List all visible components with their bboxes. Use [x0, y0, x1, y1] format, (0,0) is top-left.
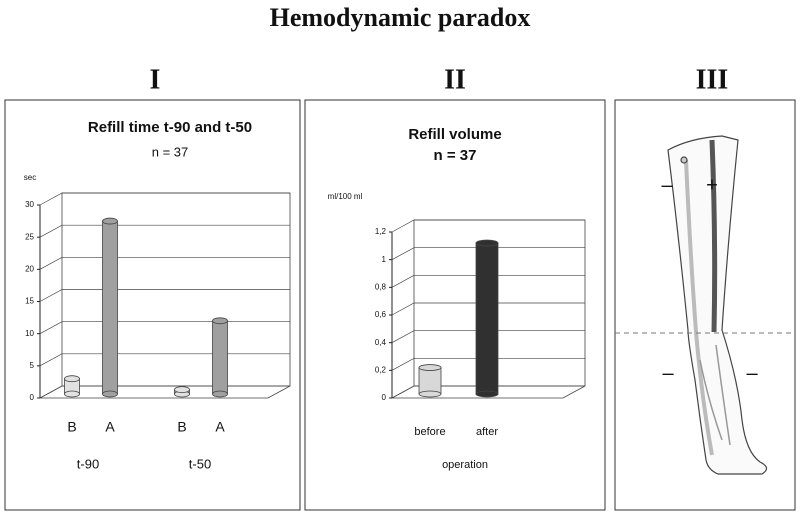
bar-bottom [64, 390, 80, 398]
x-tick-label: A [215, 419, 225, 435]
chart-title: Refill time t-90 and t-50 [88, 119, 252, 136]
bar [102, 220, 118, 395]
panel-label: III [696, 64, 729, 95]
y-tick-label: 5 [30, 361, 35, 370]
sign: + [706, 174, 718, 196]
grid-line [391, 274, 585, 288]
bar-bottom [102, 390, 118, 398]
grid-line [391, 302, 585, 316]
x-axis-label: operation [442, 459, 488, 471]
y-tick-label: 0,6 [375, 310, 387, 319]
bar-top [212, 317, 228, 325]
bar [212, 320, 228, 395]
group-label: t-50 [189, 456, 211, 471]
bar-top [475, 239, 499, 247]
x-tick-label: B [67, 419, 76, 435]
bar-top [64, 375, 80, 383]
y-axis-label: sec [24, 173, 36, 182]
y-tick-label: 0,4 [375, 338, 387, 347]
y-tick-label: 1 [382, 255, 387, 264]
y-tick-label: 0 [382, 393, 387, 402]
chart-title: Refill volume [408, 126, 501, 143]
panel-frame [304, 99, 606, 511]
bar-top [174, 386, 190, 394]
group-label: t-90 [77, 456, 99, 471]
grid-line [39, 224, 290, 238]
sign: – [661, 174, 673, 196]
chart-subtitle: n = 37 [434, 147, 477, 164]
grid-line [391, 357, 585, 371]
x-tick-label: A [105, 419, 115, 435]
panel-frame [4, 99, 301, 511]
y-tick-label: 1,2 [375, 227, 387, 236]
y-tick-label: 0,2 [375, 365, 387, 374]
sign: – [746, 362, 758, 384]
bar-top [418, 364, 442, 371]
panel-label: II [444, 64, 466, 95]
grid-line [39, 256, 290, 270]
grid-line [39, 192, 290, 206]
bar-bottom [418, 390, 442, 398]
y-tick-label: 10 [25, 329, 34, 338]
x-tick-label: before [414, 426, 445, 438]
bar-top [102, 217, 118, 225]
figure-title: Hemodynamic paradox [270, 3, 531, 32]
leg-diagram [667, 135, 768, 475]
y-tick-label: 20 [25, 264, 34, 273]
y-tick-label: 0,8 [375, 282, 387, 291]
bar [418, 367, 442, 395]
y-tick-label: 25 [25, 232, 34, 241]
y-tick-label: 30 [25, 200, 34, 209]
x-tick-label: B [177, 419, 186, 435]
chart-subtitle: n = 37 [152, 144, 189, 159]
grid-line [391, 219, 585, 233]
grid-line [391, 247, 585, 260]
grid-line [39, 321, 290, 334]
grid-line [391, 330, 585, 343]
x-tick-label: after [476, 426, 498, 438]
bar-bottom [212, 390, 228, 398]
y-axis-label: ml/100 ml [328, 192, 363, 201]
panel-frame [614, 99, 796, 511]
panel-label: I [150, 64, 161, 95]
grid-line [391, 385, 585, 399]
bar [475, 242, 499, 395]
grid-line [39, 353, 290, 367]
y-tick-label: 15 [25, 297, 34, 306]
grid-line [39, 289, 290, 302]
plot-walls [39, 192, 291, 399]
bar-bottom [475, 390, 499, 398]
y-tick-label: 0 [30, 393, 35, 402]
sign: – [662, 362, 674, 384]
